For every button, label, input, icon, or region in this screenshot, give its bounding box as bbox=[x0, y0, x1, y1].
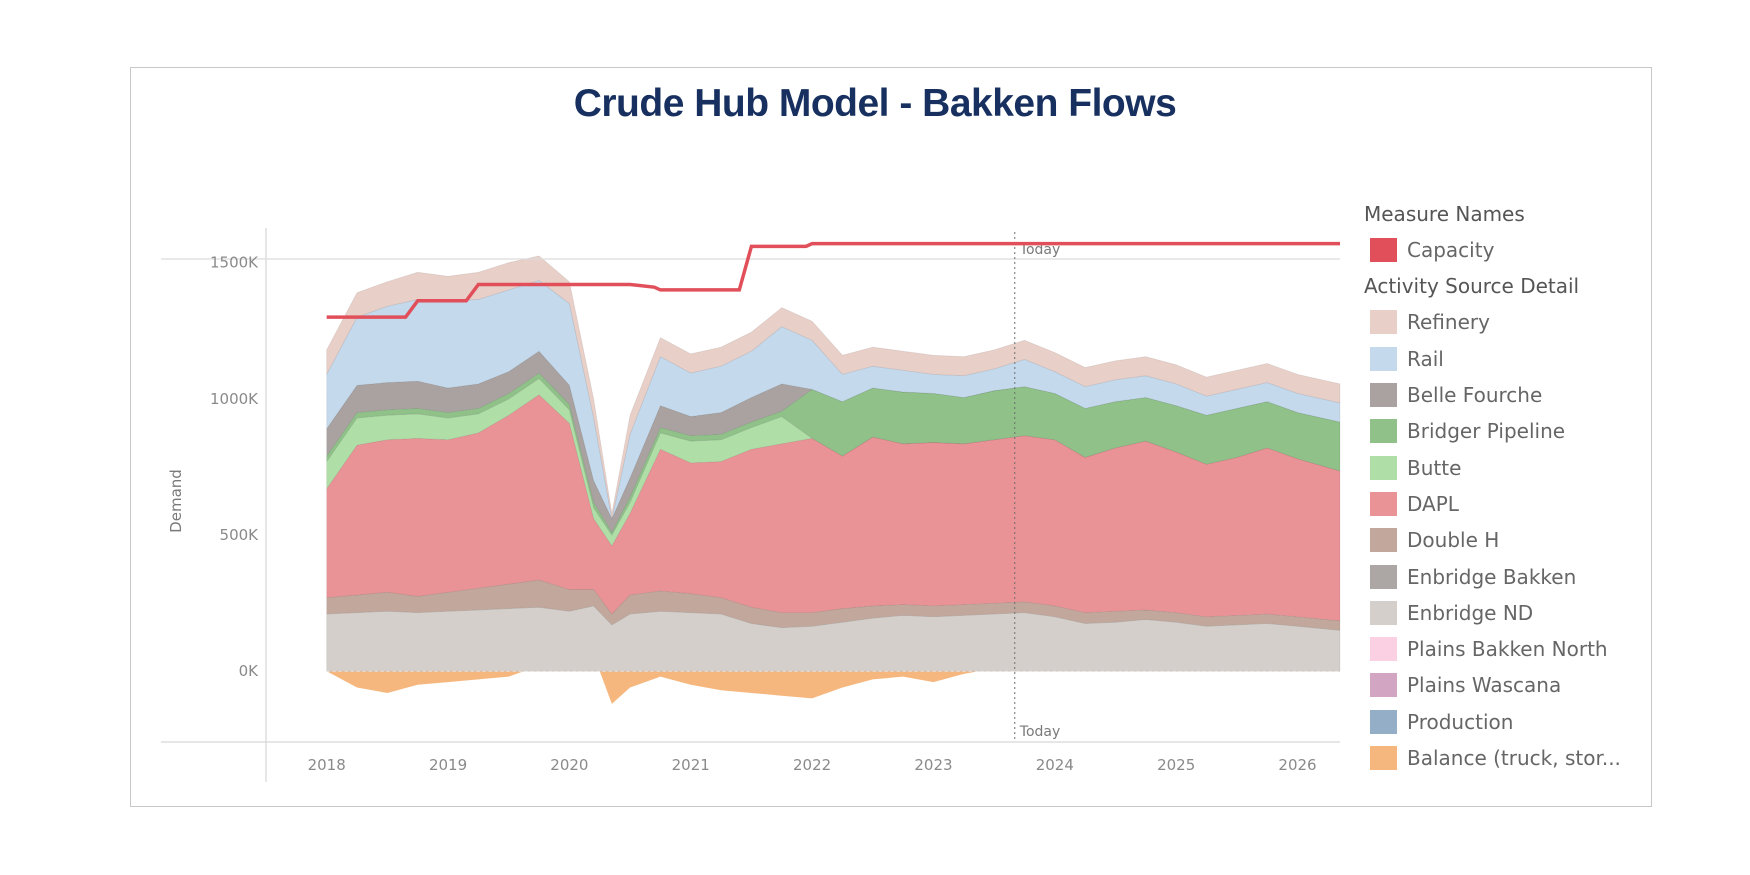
legend-label: Balance (truck, stor... bbox=[1407, 746, 1621, 770]
legend-label: Capacity bbox=[1407, 238, 1495, 263]
legend-swatch bbox=[1370, 419, 1397, 444]
today-label-bottom: Today bbox=[1019, 724, 1061, 740]
legend-item[interactable]: Refinery bbox=[1362, 304, 1642, 340]
legend-item[interactable]: Capacity bbox=[1362, 232, 1642, 268]
legend-swatch bbox=[1370, 383, 1397, 408]
y-axis-label: Demand bbox=[167, 469, 185, 533]
legend-label: Plains Bakken North bbox=[1407, 637, 1608, 662]
today-label-top: Today bbox=[1019, 242, 1061, 258]
legend-item[interactable]: Production bbox=[1362, 704, 1642, 740]
legend-swatch bbox=[1370, 673, 1397, 698]
legend-swatch bbox=[1370, 709, 1397, 734]
legend-item[interactable]: Enbridge Bakken bbox=[1362, 558, 1642, 594]
area-enbridge-nd bbox=[326, 605, 1341, 672]
legend-label: DAPL bbox=[1407, 491, 1459, 516]
area-layer bbox=[326, 255, 1341, 704]
area-dapl bbox=[326, 394, 1341, 622]
x-tick-label: 2019 bbox=[429, 756, 467, 774]
x-tick-label: 2025 bbox=[1157, 756, 1195, 774]
legend-swatch bbox=[1370, 528, 1397, 553]
legend-item[interactable]: Balance (truck, stor... bbox=[1362, 740, 1642, 776]
overlay-layer: Today Today bbox=[326, 232, 1340, 742]
legend-swatch bbox=[1370, 491, 1397, 516]
y-tick-label: 0K bbox=[239, 662, 260, 680]
legend-item[interactable]: Butte bbox=[1362, 449, 1642, 485]
axes-layer: 1500K 1000K 500K 0K 2018 2019 2020 2021 2022 2023… bbox=[161, 228, 1340, 782]
y-tick-label: 1500K bbox=[210, 254, 259, 272]
x-tick-label: 2024 bbox=[1036, 756, 1074, 774]
legend-label: Double H bbox=[1407, 528, 1500, 553]
legend: Measure Names Capacity Activity Source D… bbox=[1362, 198, 1642, 776]
chart-title: Crude Hub Model - Bakken Flows bbox=[573, 82, 1177, 125]
legend-label: Enbridge Bakken bbox=[1407, 564, 1577, 589]
legend-item[interactable]: Plains Bakken North bbox=[1362, 631, 1642, 667]
legend-swatch bbox=[1370, 564, 1397, 589]
legend-activity-title: Activity Source Detail bbox=[1364, 274, 1580, 299]
legend-activity-list: Refinery Rail Belle Fourche Bridger Pipelin… bbox=[1362, 304, 1642, 776]
area-refinery bbox=[326, 255, 1341, 519]
legend-swatch bbox=[1370, 310, 1397, 335]
legend-label: Belle Fourche bbox=[1407, 383, 1543, 408]
x-tick-label: 2021 bbox=[672, 756, 710, 774]
y-tick-label: 1000K bbox=[210, 390, 259, 408]
legend-label: Plains Wascana bbox=[1407, 673, 1562, 698]
x-tick-label: 2023 bbox=[914, 756, 952, 774]
area-rail bbox=[326, 279, 1341, 520]
legend-swatch bbox=[1370, 637, 1397, 662]
x-tick-label: 2022 bbox=[793, 756, 831, 774]
x-tick-label: 2026 bbox=[1278, 756, 1316, 774]
legend-swatch bbox=[1370, 746, 1397, 770]
legend-label: Butte bbox=[1407, 455, 1462, 480]
legend-swatch bbox=[1370, 346, 1397, 371]
capacity-line bbox=[326, 241, 1340, 319]
legend-item[interactable]: Plains Wascana bbox=[1362, 667, 1642, 703]
legend-item[interactable]: Rail bbox=[1362, 341, 1642, 377]
legend-item[interactable]: DAPL bbox=[1362, 486, 1642, 522]
legend-label: Rail bbox=[1407, 346, 1444, 371]
legend-label: Enbridge ND bbox=[1407, 600, 1534, 625]
legend-label: Bridger Pipeline bbox=[1407, 419, 1566, 444]
legend-item[interactable]: Double H bbox=[1362, 522, 1642, 558]
legend-measure-title: Measure Names bbox=[1364, 202, 1525, 226]
legend-label: Refinery bbox=[1407, 310, 1490, 335]
legend-item[interactable]: Belle Fourche bbox=[1362, 377, 1642, 413]
legend-measure-list: Capacity bbox=[1362, 232, 1642, 268]
x-tick-label: 2020 bbox=[550, 756, 588, 774]
legend-item[interactable]: Bridger Pipeline bbox=[1362, 413, 1642, 449]
legend-swatch bbox=[1370, 238, 1397, 263]
legend-swatch bbox=[1370, 600, 1397, 625]
legend-item[interactable]: Enbridge ND bbox=[1362, 595, 1642, 631]
y-tick-label: 500K bbox=[220, 526, 260, 544]
legend-swatch bbox=[1370, 455, 1397, 480]
x-tick-label: 2018 bbox=[308, 756, 346, 774]
legend-label: Production bbox=[1407, 709, 1514, 734]
area-bridger-pipeline bbox=[326, 372, 1341, 536]
